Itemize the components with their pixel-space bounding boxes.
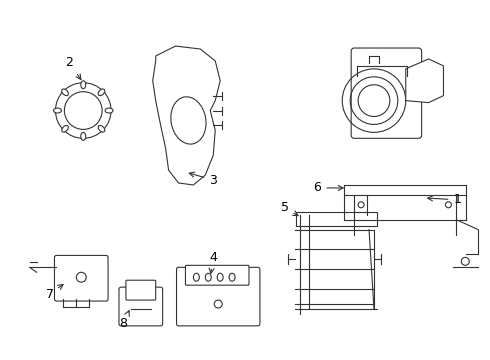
Text: 1: 1 <box>428 193 461 206</box>
Text: 4: 4 <box>209 251 217 273</box>
Text: 3: 3 <box>189 172 217 186</box>
Ellipse shape <box>62 126 68 132</box>
FancyBboxPatch shape <box>295 212 377 226</box>
Ellipse shape <box>62 89 68 96</box>
FancyBboxPatch shape <box>185 265 249 285</box>
Ellipse shape <box>81 81 86 89</box>
Text: 7: 7 <box>46 284 63 301</box>
Text: 5: 5 <box>281 201 298 216</box>
Text: 6: 6 <box>314 181 343 194</box>
Ellipse shape <box>105 108 113 113</box>
Polygon shape <box>406 59 443 103</box>
Ellipse shape <box>98 89 105 96</box>
Text: 8: 8 <box>119 311 129 330</box>
FancyBboxPatch shape <box>126 280 156 300</box>
FancyBboxPatch shape <box>176 267 260 326</box>
Polygon shape <box>153 46 220 185</box>
Ellipse shape <box>98 126 105 132</box>
FancyBboxPatch shape <box>119 287 163 326</box>
Ellipse shape <box>53 108 61 113</box>
Ellipse shape <box>81 132 86 140</box>
Text: 2: 2 <box>66 57 81 80</box>
FancyBboxPatch shape <box>351 48 421 138</box>
FancyBboxPatch shape <box>54 255 108 301</box>
